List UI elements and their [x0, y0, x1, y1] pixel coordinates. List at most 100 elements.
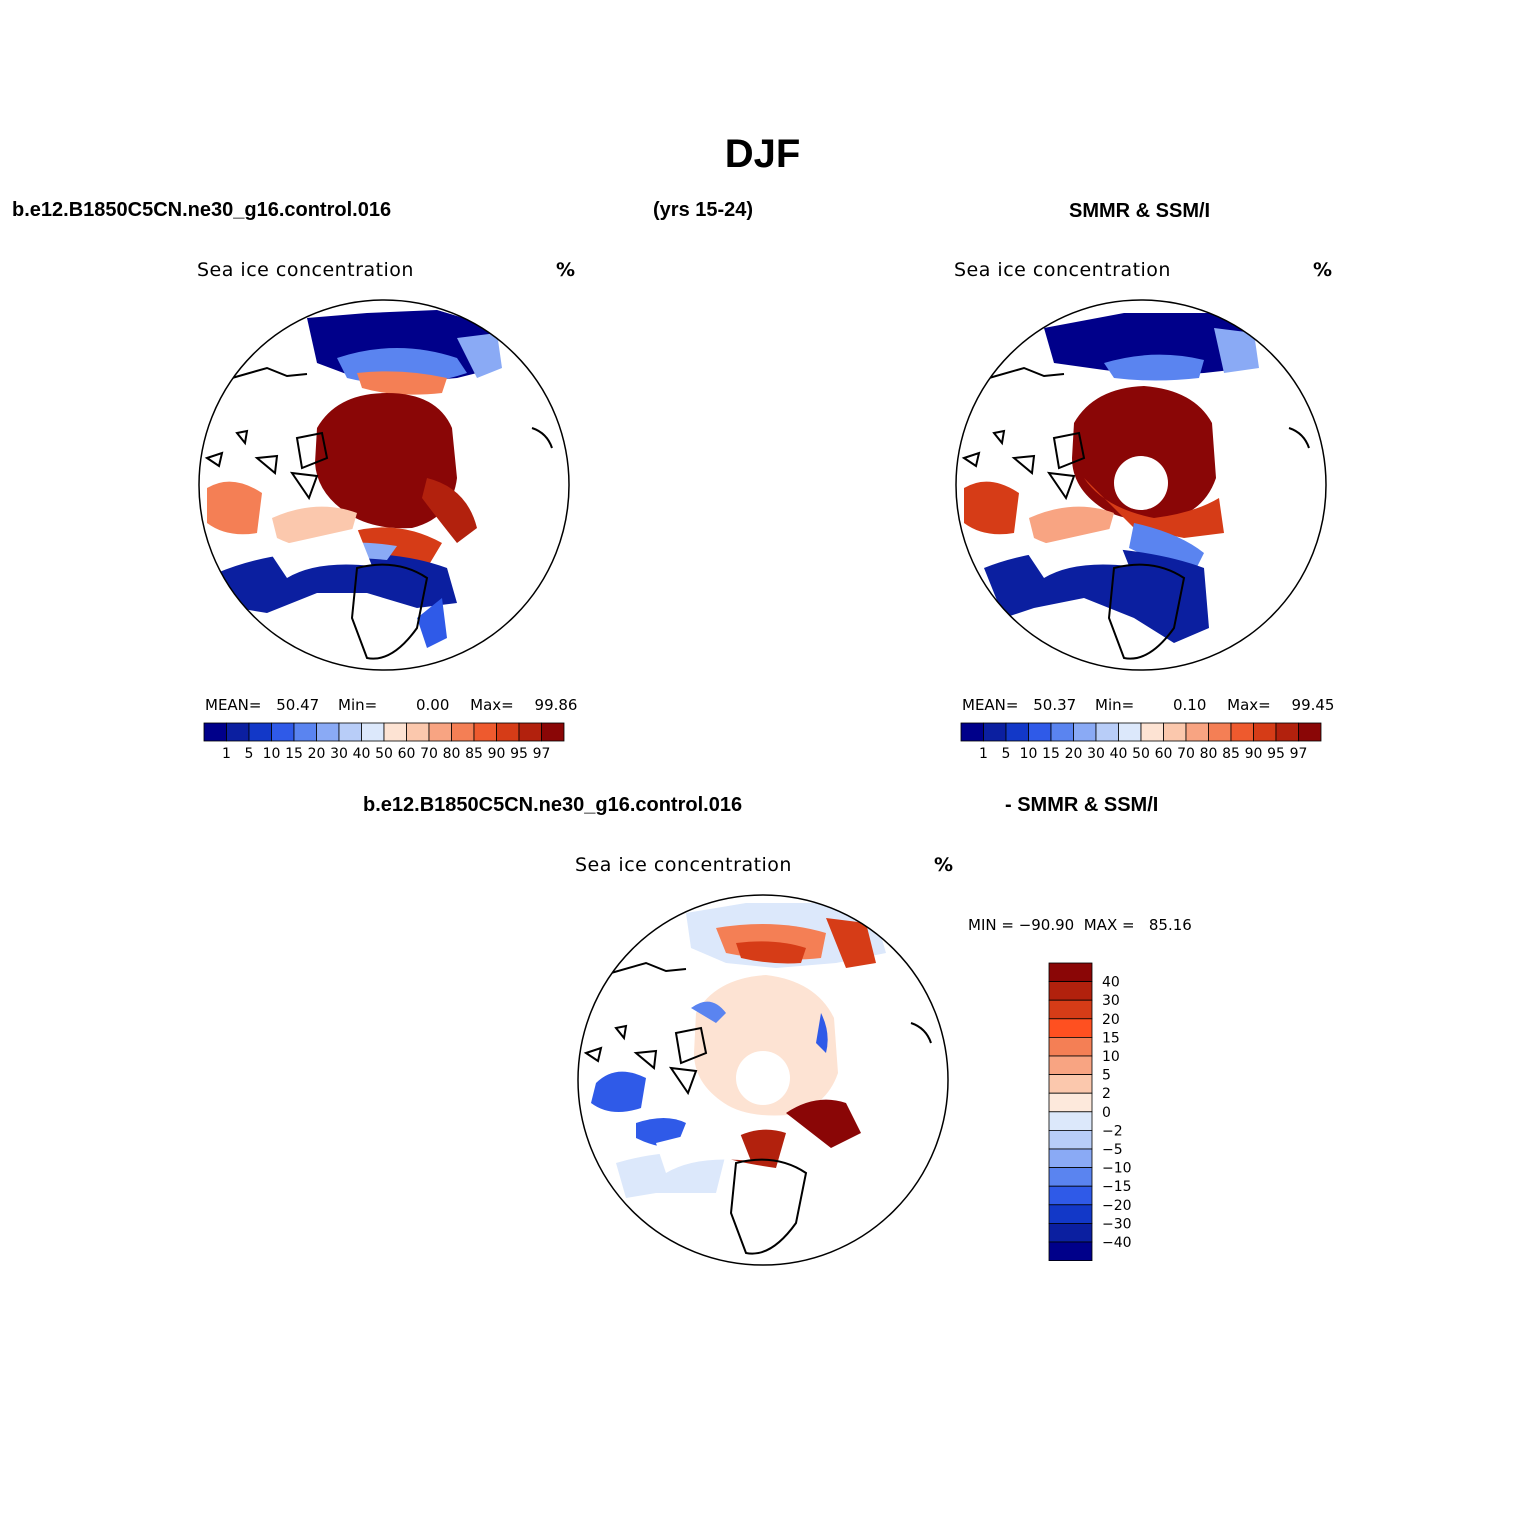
- model-colorbar-swatch: [428, 722, 452, 742]
- diff-colorbar-swatch: [1048, 1074, 1093, 1094]
- diff-colorbar-swatch: [1048, 1222, 1093, 1243]
- model-colorbar-swatch: [541, 722, 565, 742]
- model-colorbar-tick-label: 40: [353, 746, 371, 762]
- diff-colorbar-swatch: [1048, 981, 1093, 1001]
- diff-colorbar-swatch: [1048, 1241, 1093, 1262]
- obs-colorbar-swatch: [1163, 722, 1187, 742]
- diff-colorbar-swatch: [1048, 1129, 1093, 1150]
- diff-obs-name: - SMMR & SSM/I: [1005, 794, 1159, 816]
- year-range: (yrs 15-24): [653, 199, 754, 221]
- obs-colorbar-swatch: [1005, 722, 1029, 742]
- model-stats: MEAN= 50.47 Min= 0.00 Max= 99.86: [205, 696, 577, 714]
- diff-colorbar-tick-label: 30: [1102, 993, 1120, 1009]
- obs-colorbar-swatch: [1118, 722, 1142, 742]
- diff-colorbar-swatch: [1048, 962, 1093, 983]
- obs-name: SMMR & SSM/I: [1069, 200, 1211, 222]
- obs-colorbar-tick-label: 80: [1200, 746, 1218, 762]
- diff-colorbar-swatch: [1048, 1055, 1093, 1076]
- model-colorbar-swatch: [316, 722, 340, 742]
- obs-colorbar-swatch: [1230, 722, 1254, 742]
- model-colorbar-tick-label: 30: [330, 746, 348, 762]
- model-colorbar-tick-label: 15: [285, 746, 303, 762]
- model-colorbar-tick-label: 10: [263, 746, 281, 762]
- diff-colorbar-tick-label: −30: [1102, 1216, 1132, 1232]
- obs-colorbar-swatch: [1073, 722, 1097, 742]
- obs-colorbar-tick-label: 10: [1020, 746, 1038, 762]
- model-colorbar-swatch: [203, 722, 227, 742]
- diff-variable-label: Sea ice concentration: [575, 854, 792, 876]
- figure-title: DJF: [724, 132, 801, 176]
- model-colorbar: 1 5 10 15 20 30 40 50 60 70 80 85 90 95 97: [203, 722, 565, 762]
- obs-mean-label: MEAN=: [962, 696, 1019, 714]
- obs-colorbar-swatch: [1208, 722, 1232, 742]
- obs-colorbar-swatch: [1253, 722, 1277, 742]
- obs-colorbar-tick-label: 90: [1245, 746, 1263, 762]
- model-min-label: Min=: [338, 696, 378, 714]
- obs-units-label: %: [1313, 259, 1333, 281]
- obs-max-value: 99.45: [1291, 696, 1335, 714]
- diff-colorbar-tick-label: 5: [1102, 1068, 1111, 1084]
- obs-colorbar-tick-label: 15: [1042, 746, 1060, 762]
- model-colorbar-tick-label: 97: [533, 746, 551, 762]
- model-colorbar-swatch: [361, 722, 385, 742]
- obs-colorbar-tick-label: 30: [1087, 746, 1105, 762]
- obs-colorbar-swatch: [960, 722, 984, 742]
- diff-colorbar-swatch: [1048, 1148, 1093, 1169]
- model-colorbar-tick-label: 80: [443, 746, 461, 762]
- model-colorbar-tick-label: 50: [375, 746, 393, 762]
- diff-colorbar-swatch: [1048, 1018, 1093, 1038]
- model-colorbar-swatch: [518, 722, 542, 742]
- diff-colorbar-swatch: [1048, 1111, 1093, 1131]
- diff-colorbar-tick-label: 40: [1102, 975, 1120, 991]
- diff-colorbar-tick-label: 0: [1102, 1105, 1111, 1121]
- diff-minmax: MIN = −90.90 MAX = 85.16: [968, 916, 1192, 934]
- obs-colorbar: 1 5 10 15 20 30 40 50 60 70 80 85 90 95 97: [960, 722, 1322, 762]
- diff-colorbar-tick-label: −15: [1102, 1179, 1132, 1195]
- obs-colorbar-swatch: [1028, 722, 1052, 742]
- obs-colorbar-swatch: [1275, 722, 1299, 742]
- diff-colorbar-tick-label: −10: [1102, 1161, 1132, 1177]
- obs-colorbar-tick-label: 1: [979, 746, 988, 762]
- diff-colorbar-tick-label: 10: [1102, 1049, 1120, 1065]
- model-colorbar-swatch: [451, 722, 475, 742]
- model-colorbar-swatch: [473, 722, 497, 742]
- obs-colorbar-swatch: [1095, 722, 1119, 742]
- model-variable-label: Sea ice concentration: [197, 259, 414, 281]
- model-colorbar-tick-label: 90: [488, 746, 506, 762]
- obs-colorbar-swatch: [1140, 722, 1164, 742]
- diff-colorbar-swatch: [1048, 1167, 1093, 1187]
- model-min-value: 0.00: [415, 696, 450, 714]
- obs-max-label: Max=: [1227, 696, 1271, 714]
- model-units-label: %: [556, 259, 576, 281]
- diff-case-name: b.e12.B1850C5CN.ne30_g16.control.016: [363, 794, 743, 816]
- obs-colorbar-swatch: [1050, 722, 1074, 742]
- obs-colorbar-swatch: [983, 722, 1007, 742]
- obs-colorbar-tick-label: 97: [1290, 746, 1308, 762]
- model-colorbar-tick-label: 1: [222, 746, 231, 762]
- obs-colorbar-tick-label: 60: [1155, 746, 1173, 762]
- obs-colorbar-tick-label: 95: [1267, 746, 1285, 762]
- model-colorbar-swatch: [383, 722, 407, 742]
- obs-min-label: Min=: [1095, 696, 1135, 714]
- diff-colorbar-swatch: [1048, 1204, 1093, 1224]
- obs-colorbar-tick-label: 20: [1065, 746, 1083, 762]
- model-colorbar-swatch: [406, 722, 430, 742]
- obs-colorbar-tick-label: 50: [1132, 746, 1150, 762]
- model-colorbar-swatch: [338, 722, 362, 742]
- diff-colorbar-swatch: [1048, 1185, 1093, 1206]
- obs-colorbar-tick-label: 70: [1177, 746, 1195, 762]
- model-max-label: Max=: [470, 696, 514, 714]
- model-colorbar-swatch: [248, 722, 272, 742]
- model-colorbar-tick-label: 5: [245, 746, 254, 762]
- obs-variable-label: Sea ice concentration: [954, 259, 1171, 281]
- obs-polar-map: [955, 299, 1327, 671]
- diff-colorbar-swatch: [1048, 1037, 1093, 1057]
- model-colorbar-tick-label: 85: [465, 746, 483, 762]
- obs-mean-value: 50.37: [1033, 696, 1077, 714]
- model-colorbar-swatch: [293, 722, 317, 742]
- obs-colorbar-swatch: [1298, 722, 1322, 742]
- model-colorbar-tick-label: 20: [308, 746, 326, 762]
- obs-stats: MEAN= 50.37 Min= 0.10 Max= 99.45: [962, 696, 1334, 714]
- obs-colorbar-swatch: [1185, 722, 1209, 742]
